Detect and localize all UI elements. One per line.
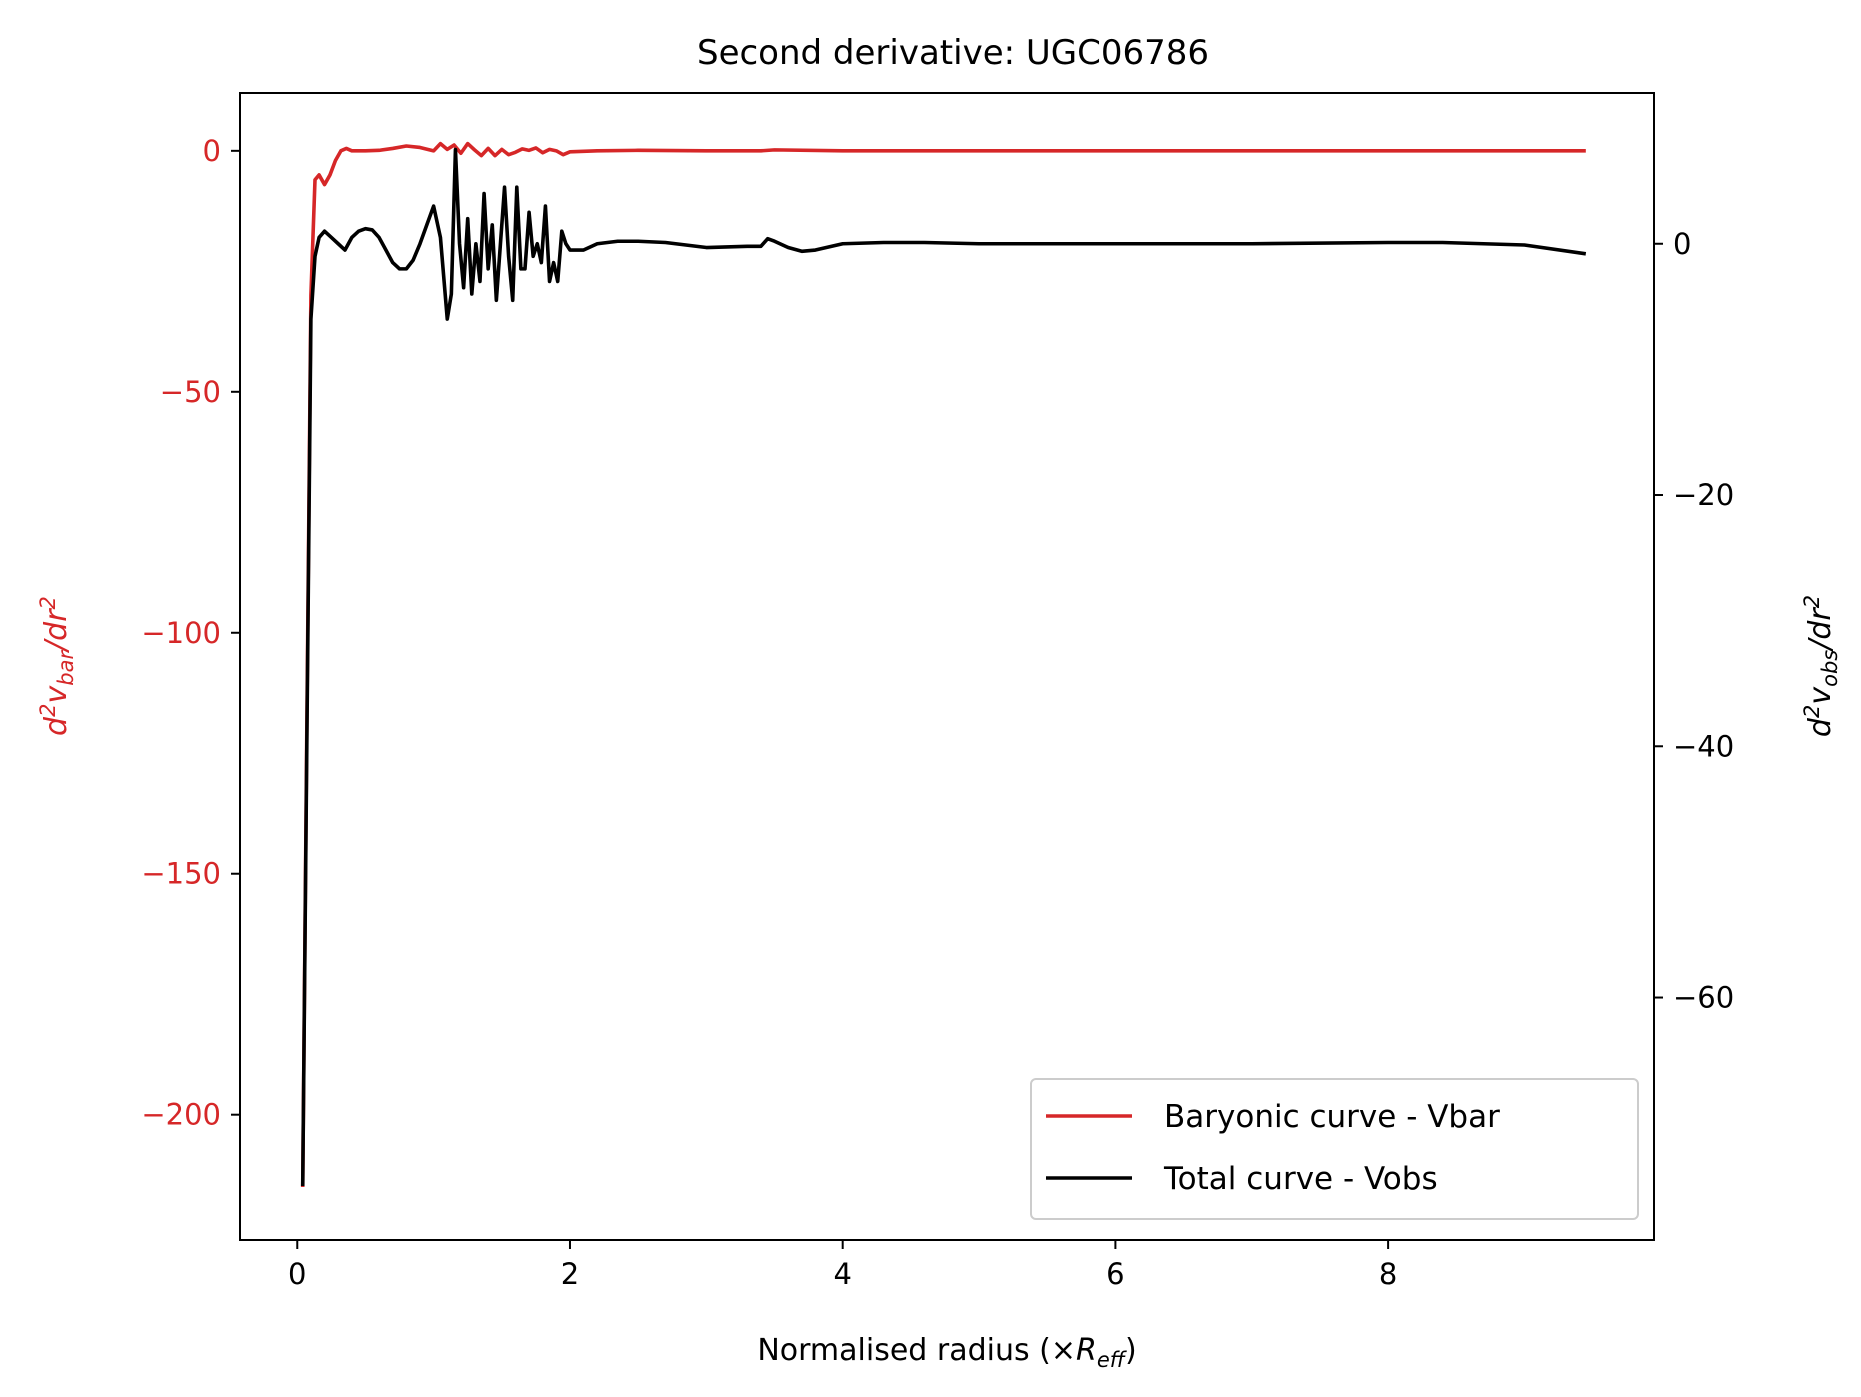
x-tick-label: 2 — [561, 1257, 579, 1291]
right-y-axis-label: d2vobs/dr2 — [1800, 595, 1842, 737]
legend-box — [1030, 1078, 1639, 1220]
x-axis-label: Normalised radius (×Reff) — [757, 1333, 1136, 1372]
plot-lines — [300, 141, 1587, 1188]
vbar-series-line — [300, 141, 1586, 1188]
right-y-axis-ticks: 0 −20 −40 −60 — [1654, 227, 1734, 1015]
legend: Baryonic curve - Vbar Total curve - Vobs — [1030, 1078, 1639, 1220]
left-y-axis-label: d2vbar/dr2 — [36, 596, 78, 736]
left-y-tick-label: −100 — [141, 616, 221, 650]
legend-label-vobs: Total curve - Vobs — [1163, 1161, 1438, 1197]
right-y-tick-label: −40 — [1673, 729, 1734, 763]
legend-label-vbar: Baryonic curve - Vbar — [1164, 1099, 1500, 1135]
left-y-tick-label: −150 — [141, 857, 221, 891]
x-tick-label: 6 — [1106, 1257, 1124, 1291]
left-y-tick-label: −200 — [141, 1098, 221, 1132]
x-tick-label: 4 — [833, 1257, 851, 1291]
right-y-tick-label: −20 — [1673, 478, 1734, 512]
vobs-series-line — [300, 147, 1587, 1186]
right-y-tick-label: −60 — [1673, 981, 1734, 1015]
chart-title: Second derivative: UGC06786 — [697, 33, 1209, 73]
left-y-tick-label: −50 — [160, 375, 221, 409]
plot-frame — [239, 92, 1655, 1241]
x-tick-label: 8 — [1379, 1257, 1397, 1291]
left-y-tick-label: 0 — [203, 134, 221, 168]
x-axis-ticks: 0 2 4 6 8 — [288, 1240, 1397, 1291]
x-tick-label: 0 — [288, 1257, 306, 1291]
left-y-axis-ticks: 0 −50 −100 −150 −200 — [141, 134, 240, 1132]
right-y-tick-label: 0 — [1673, 227, 1691, 261]
